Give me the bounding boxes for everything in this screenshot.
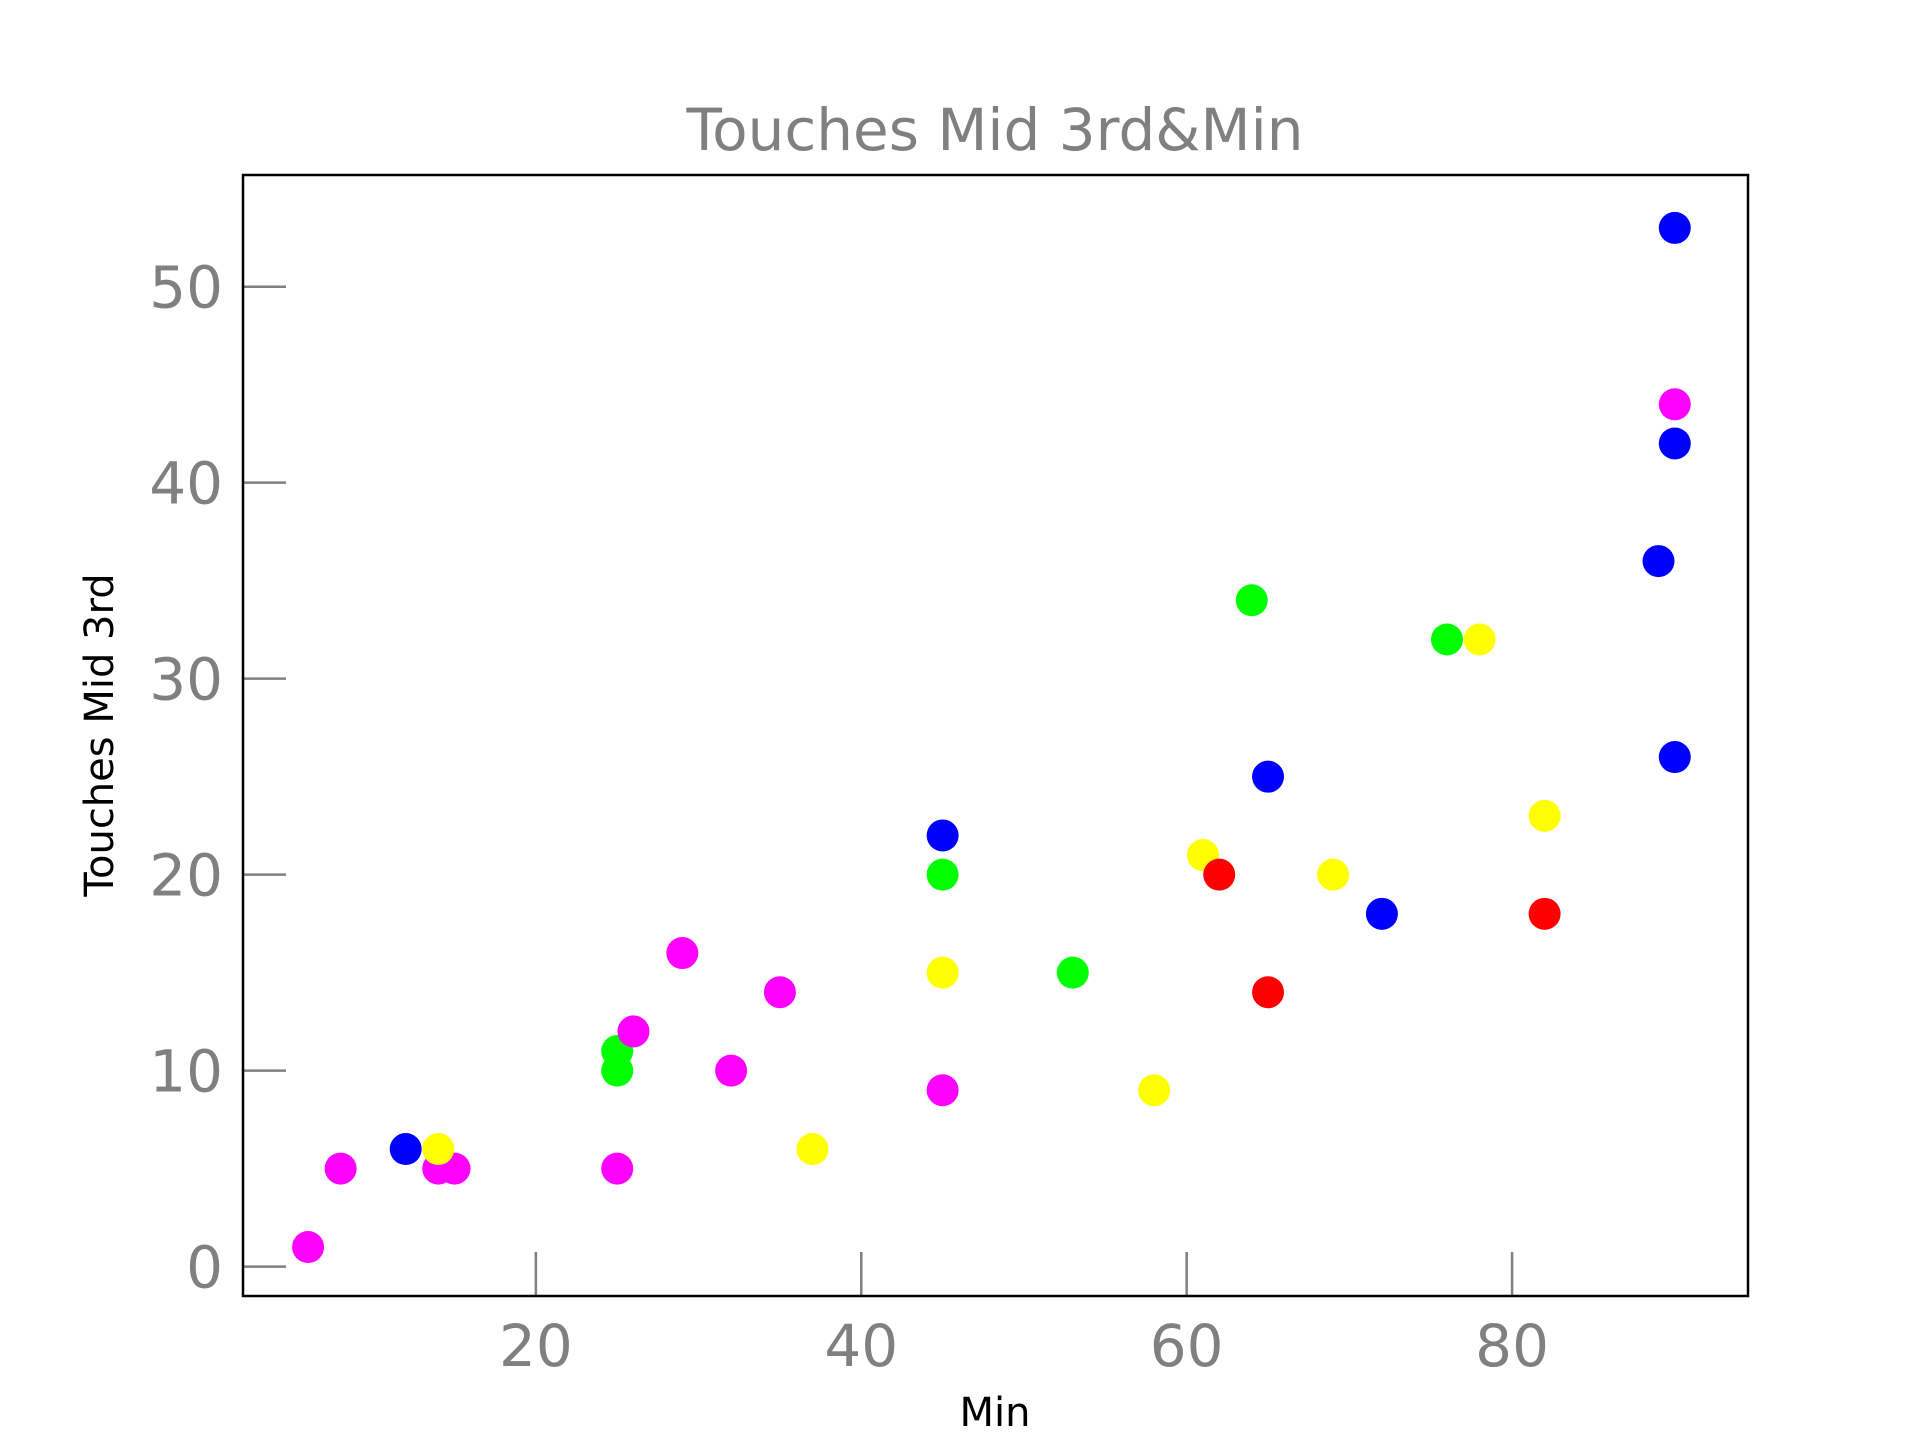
data-point [1528,799,1561,832]
data-point [1463,623,1496,656]
y-tick-label: 40 [149,450,223,518]
data-point [324,1152,357,1185]
data-point [1528,897,1561,930]
data-point [601,1152,634,1185]
y-tick-label: 30 [149,646,223,714]
data-point [926,858,959,891]
data-point [1138,1074,1171,1107]
data-point [389,1133,422,1166]
y-tick-label: 50 [149,254,223,322]
data-point [926,1074,959,1107]
data-point [1252,760,1285,793]
data-point [763,976,796,1009]
y-tick-label: 0 [186,1234,223,1302]
data-point [1642,545,1675,578]
data-point [1203,858,1236,891]
x-tick-label: 80 [1475,1312,1549,1380]
data-point [1317,858,1350,891]
data-point [1658,388,1691,421]
y-axis-label: Touches Mid 3rd [77,573,123,897]
data-point [422,1133,455,1166]
data-point [601,1054,634,1087]
x-axis-ticks: 20 40 60 80 [499,1252,1549,1380]
data-point [1235,584,1268,617]
data-point [1658,427,1691,460]
plot-frame [241,173,1750,1298]
data-point [715,1054,748,1087]
data-point [1658,211,1691,244]
data-point [617,1015,650,1048]
x-tick-label: 20 [499,1312,573,1380]
y-axis-ticks: 0 10 20 30 40 50 [149,254,286,1302]
data-points [292,211,1691,1264]
data-point [796,1133,829,1166]
y-tick-label: 10 [149,1038,223,1106]
x-tick-label: 40 [824,1312,898,1380]
data-point [1252,976,1285,1009]
data-point [292,1231,325,1264]
y-tick-label: 20 [149,842,223,910]
data-point [1365,897,1398,930]
data-point [666,937,699,970]
data-point [1658,741,1691,774]
x-axis-label: Min [960,1390,1031,1436]
chart-title: Touches Mid 3rd&Min [686,96,1304,164]
data-point [1431,623,1463,656]
data-point [1056,956,1089,989]
data-point [926,956,959,989]
x-tick-label: 60 [1150,1312,1224,1380]
data-point [926,819,959,852]
